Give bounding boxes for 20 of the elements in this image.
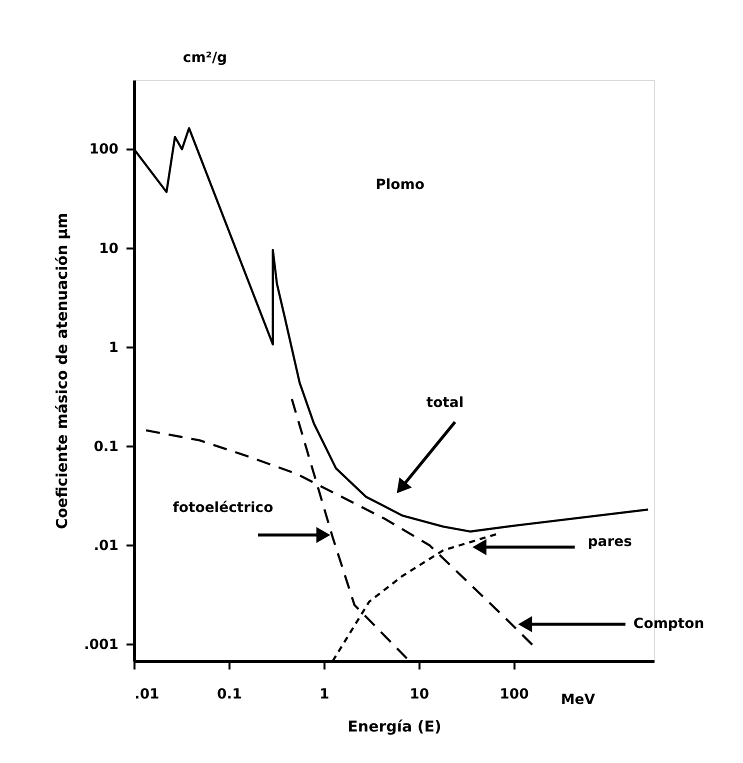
x-tick-label: .01 [134, 686, 160, 702]
y-axis-title: Coeficiente másico de atenuación μm [52, 212, 71, 530]
annotation: pares [588, 534, 632, 550]
x-axis-title: Energía (E) [348, 718, 442, 736]
x-tick-label: 1 [320, 686, 330, 702]
x-tick-label: 10 [410, 686, 430, 702]
y-tick-label: .001 [84, 636, 118, 653]
x-tick-label: 100 [500, 686, 530, 702]
y-tick-label: 0.1 [94, 438, 118, 455]
y-tick-label: 1 [108, 340, 118, 356]
text: MeV [560, 692, 596, 708]
text: cm²/g [182, 50, 228, 66]
annotation: Compton [633, 616, 704, 632]
annotation: fotoeléctrico [172, 500, 274, 516]
annotation: Plomo [376, 177, 425, 193]
y-tick-label: 10 [99, 240, 119, 257]
annotation: total [426, 395, 464, 411]
y-tick-label: 100 [89, 142, 119, 158]
y-tick-label: .01 [94, 538, 118, 554]
x-tick-label: 0.1 [217, 686, 242, 702]
